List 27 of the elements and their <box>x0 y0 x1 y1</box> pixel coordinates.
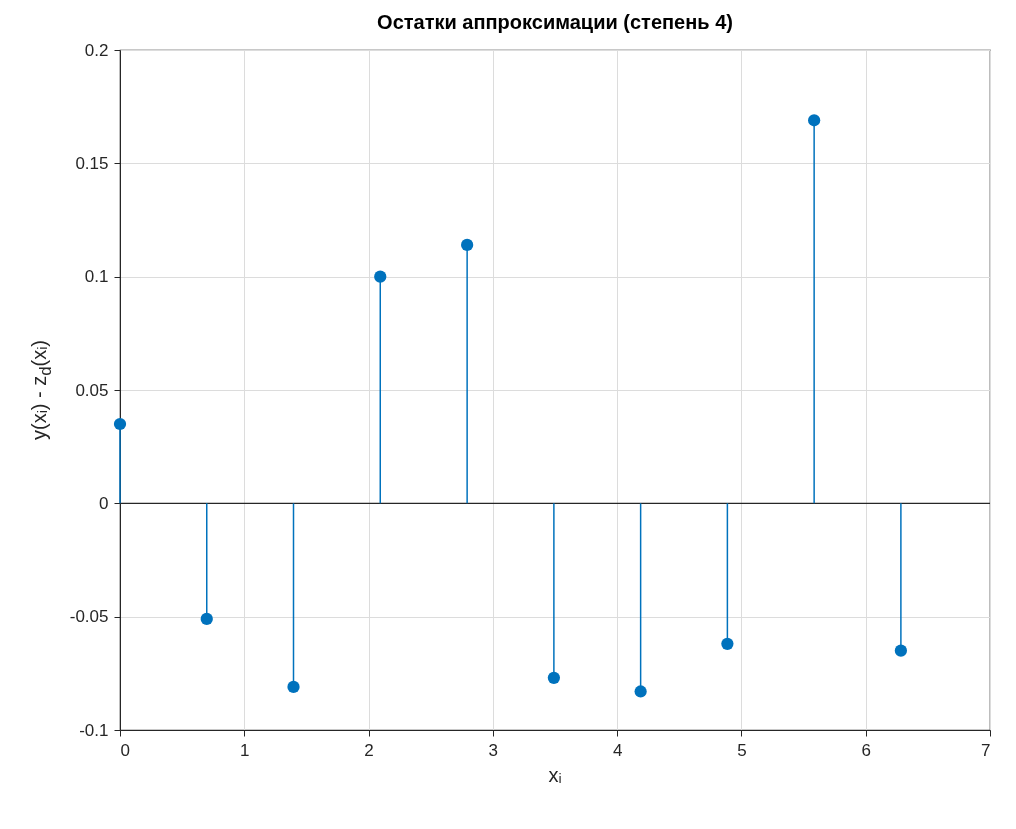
x-tick-label: 5 <box>737 740 747 760</box>
y-tick-label: 0 <box>99 493 109 513</box>
x-tick-label: 4 <box>612 740 623 760</box>
point <box>894 644 908 657</box>
point <box>808 114 821 127</box>
y-tick-label: -0.1 <box>79 720 109 740</box>
y-tick-label: 0.05 <box>75 380 109 400</box>
x-tick-label: 1 <box>240 740 250 760</box>
y-tick-label: 0.15 <box>75 153 109 173</box>
x-tick-label: 6 <box>861 740 871 760</box>
x-tick-label: 7 <box>981 740 991 760</box>
x-axis-title: xᵢ <box>548 764 562 787</box>
y-tick-label: 0.2 <box>84 40 109 60</box>
chart-title: Остатки аппроксимации (степень 4) <box>377 11 733 33</box>
point <box>113 417 127 431</box>
point <box>461 238 474 252</box>
y-tick-label: 0.1 <box>84 267 109 287</box>
y-tick-label: -0.05 <box>69 607 109 627</box>
point <box>634 685 647 698</box>
point <box>721 637 734 650</box>
point <box>200 612 213 626</box>
point <box>287 680 300 694</box>
x-tick-label: 3 <box>488 740 499 760</box>
x-tick-label: 2 <box>364 740 374 760</box>
point <box>547 671 561 684</box>
x-tick-label: 0 <box>120 740 130 760</box>
point <box>374 270 387 283</box>
